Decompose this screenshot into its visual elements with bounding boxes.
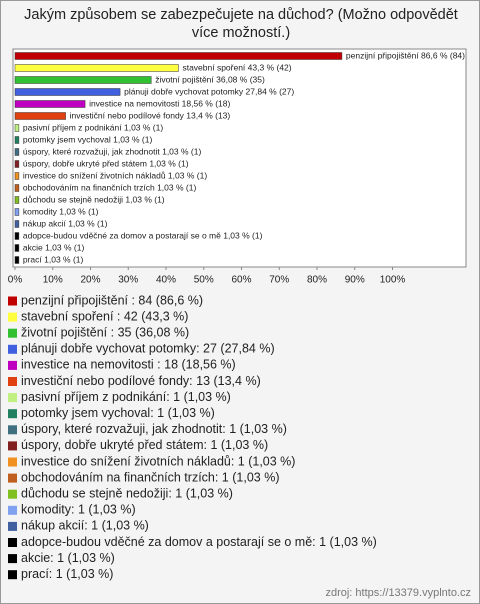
legend-label: adopce-budou vděčné za domov a postarají… [21, 535, 377, 549]
bar [14, 256, 20, 264]
data-label: investice do snížení životních nákladů 1… [23, 170, 207, 180]
bar [14, 136, 20, 144]
plot-frame [12, 48, 467, 268]
legend-swatch [8, 521, 17, 531]
data-label: adopce-budou vděčné za domov a postarají… [23, 230, 263, 240]
legend-swatch [8, 570, 17, 580]
legend-swatch [8, 344, 17, 354]
legend-swatch [8, 505, 17, 515]
legend-label: prací: 1 (1,03 %) [21, 567, 113, 581]
legend-swatch [8, 360, 17, 370]
data-label: stavební spoření 43,3 % (42) [182, 62, 291, 72]
bar [14, 184, 20, 192]
data-label: akcie 1,03 % (1) [23, 242, 85, 252]
legend-swatch [8, 554, 17, 564]
bar [14, 88, 121, 96]
legend-swatch [8, 538, 17, 547]
bar [14, 112, 66, 120]
bar [14, 244, 20, 252]
x-tick-label: 70% [269, 275, 289, 286]
legend-label: důchodu se stejně nedožiji: 1 (1,03 %) [21, 486, 233, 500]
legend-label: úspory, které rozvažuji, jak zhodnotit: … [21, 422, 287, 436]
x-tick-label: 40% [156, 275, 176, 286]
x-tick-label: 60% [231, 275, 251, 286]
x-tick-label: 90% [345, 275, 365, 286]
legend-label: investice do snížení životních nákladů: … [21, 454, 295, 468]
legend-swatch [8, 457, 17, 467]
data-label: prací 1,03 % (1) [23, 254, 84, 264]
x-tick-label: 100% [380, 275, 406, 286]
x-tick-label: 10% [43, 275, 63, 286]
legend-label: plánuji dobře vychovat potomky: 27 (27,8… [21, 342, 275, 356]
bar [14, 196, 20, 204]
legend-label: investice na nemovitosti : 18 (18,56 %) [21, 358, 236, 372]
legend-swatch [8, 312, 17, 322]
bar [14, 124, 20, 132]
legend-label: pasivní příjem z podnikání: 1 (1,03 %) [21, 390, 231, 404]
bar [14, 172, 20, 180]
x-tick-label: 50% [194, 275, 214, 286]
legend-swatch [8, 393, 17, 403]
legend-label: investiční nebo podílové fondy: 13 (13,4… [21, 374, 261, 388]
legend-swatch [8, 328, 17, 338]
data-label: investice na nemovitosti 18,56 % (18) [89, 98, 230, 108]
data-label: nákup akcií 1,03 % (1) [23, 218, 108, 228]
data-label: úspory, které rozvažuji, jak zhodnotit 1… [23, 146, 202, 156]
legend-label: potomky jsem vychoval: 1 (1,03 %) [21, 406, 215, 420]
bar [14, 208, 20, 216]
bar [14, 232, 20, 240]
legend-swatch [8, 409, 17, 419]
bar [14, 100, 86, 108]
legend-swatch [8, 296, 17, 306]
data-label: potomky jsem vychoval 1,03 % (1) [23, 134, 153, 144]
x-tick-label: 30% [118, 275, 138, 286]
legend-swatch [8, 425, 17, 435]
legend-label: stavební spoření : 42 (43,3 %) [21, 309, 188, 323]
data-label: plánuji dobře vychovat potomky 27,84 % (… [124, 86, 294, 96]
legend-label: nákup akcií: 1 (1,03 %) [21, 519, 149, 533]
x-tick-label: 0% [8, 275, 23, 286]
legend-label: akcie: 1 (1,03 %) [21, 551, 115, 565]
data-label: životní pojištění 36,08 % (35) [155, 74, 265, 84]
legend-swatch [8, 473, 17, 483]
chart-title: Jakým způsobem se zabezpečujete na důcho… [24, 7, 458, 41]
bar [14, 160, 20, 168]
data-label: pasivní příjem z podnikání 1,03 % (1) [23, 122, 163, 132]
data-label: důchodu se stejně nedožiji 1,03 % (1) [23, 194, 165, 204]
bar [14, 148, 20, 156]
bar [14, 64, 179, 72]
bar [14, 52, 343, 60]
data-label: penzijní připojištění 86,6 % (84) [346, 50, 465, 60]
data-label: úspory, dobře ukryté před státem 1,03 % … [23, 158, 189, 168]
data-label: obchodováním na finančních trzích 1,03 %… [23, 182, 197, 192]
data-label: investiční nebo podílové fondy 13,4 % (1… [70, 110, 231, 120]
legend-label: životní pojištění : 35 (36,08 %) [21, 325, 189, 339]
bar [14, 220, 20, 228]
legend-label: obchodováním na finančních trzích: 1 (1,… [21, 470, 279, 484]
legend-swatch [8, 441, 17, 451]
bar [14, 76, 152, 84]
legend-label: úspory, dobře ukryté před státem: 1 (1,0… [21, 438, 268, 452]
legend-swatch [8, 377, 17, 386]
legend-label: penzijní připojištění : 84 (86,6 %) [21, 293, 203, 307]
source: zdroj: https://13379.vyplnto.cz [325, 587, 471, 599]
legend-label: komodity: 1 (1,03 %) [21, 503, 136, 517]
legend-swatch [8, 489, 17, 499]
x-tick-label: 20% [80, 275, 100, 286]
x-tick-label: 80% [307, 275, 327, 286]
data-label: komodity 1,03 % (1) [23, 206, 99, 216]
